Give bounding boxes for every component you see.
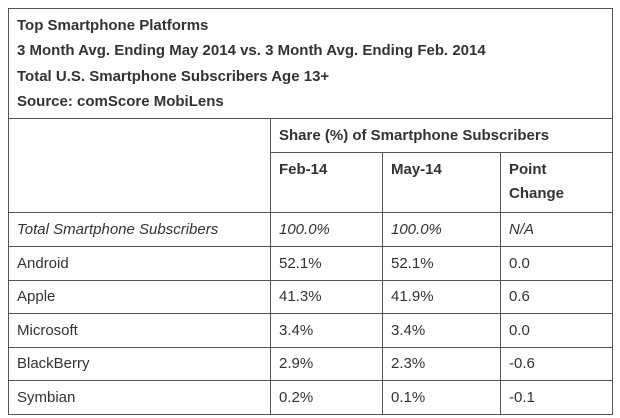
point-change: -0.6 xyxy=(500,346,613,381)
platform-name: Apple xyxy=(8,279,271,314)
col-header-point-change: Point Change xyxy=(500,152,613,213)
table-row: Android 52.1% 52.1% 0.0 xyxy=(8,246,613,281)
table-row: Microsoft 3.4% 3.4% 0.0 xyxy=(8,313,613,348)
column-header-row: Feb-14 May-14 Point Change xyxy=(9,152,613,213)
total-label: Total Smartphone Subscribers xyxy=(8,212,271,247)
col-header-feb: Feb-14 xyxy=(270,152,383,213)
table-row: Apple 41.3% 41.9% 0.6 xyxy=(8,279,613,314)
share-feb: 3.4% xyxy=(270,313,383,348)
platform-name: Microsoft xyxy=(8,313,271,348)
point-change: -0.1 xyxy=(500,380,613,415)
col-header-point: Point xyxy=(509,161,547,178)
point-change: 0.6 xyxy=(500,279,613,314)
table-row: BlackBerry 2.9% 2.3% -0.6 xyxy=(8,346,613,381)
total-row: Total Smartphone Subscribers 100.0% 100.… xyxy=(8,212,613,247)
share-may: 3.4% xyxy=(382,313,501,348)
share-may: 41.9% xyxy=(382,279,501,314)
table-period: 3 Month Avg. Ending May 2014 vs. 3 Month… xyxy=(17,42,486,59)
group-header-row: Share (%) of Smartphone Subscribers xyxy=(8,118,613,213)
share-may: 0.1% xyxy=(382,380,501,415)
share-feb: 41.3% xyxy=(270,279,383,314)
table-row: Symbian 0.2% 0.1% -0.1 xyxy=(8,380,613,415)
col-header-change: Change xyxy=(509,185,565,202)
title-row: Top Smartphone Platforms 3 Month Avg. En… xyxy=(8,8,613,119)
table-source: Source: comScore MobiLens xyxy=(17,93,224,110)
table-title: Top Smartphone Platforms xyxy=(17,16,209,34)
platform-name: Android xyxy=(8,246,271,281)
point-change: 0.0 xyxy=(500,246,613,281)
platform-name: BlackBerry xyxy=(8,346,271,381)
platform-name: Symbian xyxy=(8,380,271,415)
platform-header-cell xyxy=(8,118,271,213)
smartphone-share-table: Top Smartphone Platforms 3 Month Avg. En… xyxy=(8,8,613,415)
total-change: N/A xyxy=(500,212,613,247)
col-header-may: May-14 xyxy=(382,152,501,213)
table-population: Total U.S. Smartphone Subscribers Age 13… xyxy=(17,67,330,85)
share-may: 2.3% xyxy=(382,346,501,381)
total-may: 100.0% xyxy=(382,212,501,247)
table-header: Top Smartphone Platforms 3 Month Avg. En… xyxy=(8,8,613,119)
share-feb: 0.2% xyxy=(270,380,383,415)
share-feb: 52.1% xyxy=(270,246,383,281)
share-group-header: Share (%) of Smartphone Subscribers xyxy=(270,118,613,153)
total-feb: 100.0% xyxy=(270,212,383,247)
point-change: 0.0 xyxy=(500,313,613,348)
share-feb: 2.9% xyxy=(270,346,383,381)
share-may: 52.1% xyxy=(382,246,501,281)
